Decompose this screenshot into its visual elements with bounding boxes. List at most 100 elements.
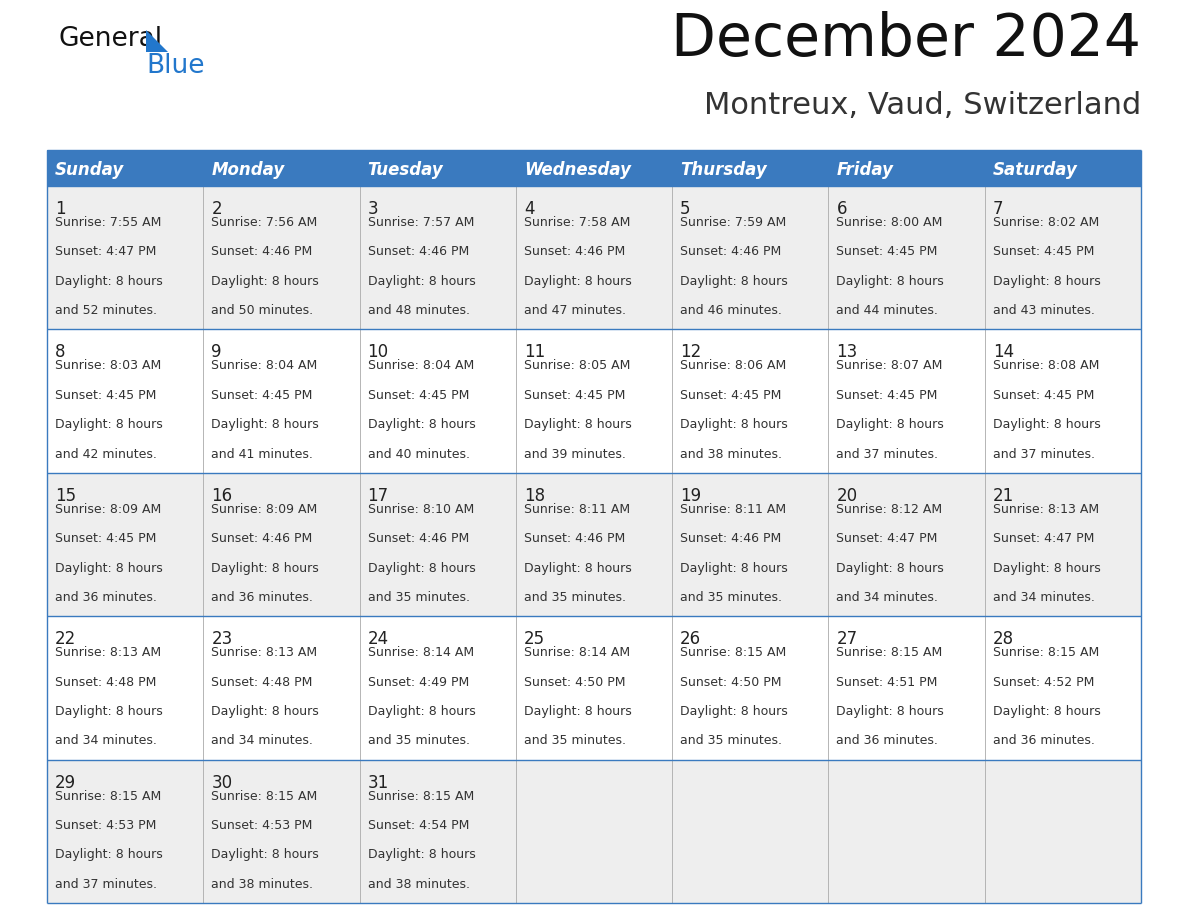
Text: 22: 22	[55, 630, 76, 648]
Text: Daylight: 8 hours: Daylight: 8 hours	[367, 419, 475, 431]
Text: Sunset: 4:45 PM: Sunset: 4:45 PM	[524, 389, 625, 402]
Text: Sunrise: 8:14 AM: Sunrise: 8:14 AM	[367, 646, 474, 659]
Text: and 44 minutes.: and 44 minutes.	[836, 304, 939, 317]
Text: Sunrise: 8:13 AM: Sunrise: 8:13 AM	[55, 646, 162, 659]
Text: Sunrise: 8:08 AM: Sunrise: 8:08 AM	[993, 360, 1099, 373]
Text: and 48 minutes.: and 48 minutes.	[367, 304, 469, 317]
Text: Daylight: 8 hours: Daylight: 8 hours	[836, 562, 944, 575]
Text: Sunrise: 8:15 AM: Sunrise: 8:15 AM	[211, 789, 317, 802]
Text: Daylight: 8 hours: Daylight: 8 hours	[524, 274, 632, 287]
Text: and 36 minutes.: and 36 minutes.	[993, 734, 1094, 747]
Text: Daylight: 8 hours: Daylight: 8 hours	[681, 705, 788, 718]
Text: December 2024: December 2024	[671, 11, 1140, 68]
Text: Daylight: 8 hours: Daylight: 8 hours	[55, 419, 163, 431]
Text: Sunrise: 8:09 AM: Sunrise: 8:09 AM	[55, 503, 162, 516]
Text: 30: 30	[211, 774, 233, 791]
Text: Daylight: 8 hours: Daylight: 8 hours	[211, 848, 320, 861]
Text: and 35 minutes.: and 35 minutes.	[524, 591, 626, 604]
Text: 2: 2	[211, 200, 222, 218]
Text: 12: 12	[681, 343, 701, 362]
Text: Sunset: 4:46 PM: Sunset: 4:46 PM	[681, 245, 782, 258]
Text: Sunset: 4:45 PM: Sunset: 4:45 PM	[55, 389, 157, 402]
Text: Daylight: 8 hours: Daylight: 8 hours	[55, 705, 163, 718]
Polygon shape	[146, 30, 168, 52]
Text: 28: 28	[993, 630, 1013, 648]
Text: and 35 minutes.: and 35 minutes.	[367, 734, 469, 747]
Text: 1: 1	[55, 200, 65, 218]
Text: Sunrise: 8:03 AM: Sunrise: 8:03 AM	[55, 360, 162, 373]
Text: Thursday: Thursday	[681, 161, 767, 179]
Text: Sunrise: 8:05 AM: Sunrise: 8:05 AM	[524, 360, 630, 373]
Text: Monday: Monday	[211, 161, 285, 179]
Text: Daylight: 8 hours: Daylight: 8 hours	[55, 848, 163, 861]
Text: Sunrise: 7:59 AM: Sunrise: 7:59 AM	[681, 216, 786, 229]
Text: 13: 13	[836, 343, 858, 362]
Text: Sunset: 4:45 PM: Sunset: 4:45 PM	[836, 389, 937, 402]
Text: Sunrise: 8:10 AM: Sunrise: 8:10 AM	[367, 503, 474, 516]
Text: and 38 minutes.: and 38 minutes.	[367, 878, 469, 890]
Text: and 36 minutes.: and 36 minutes.	[55, 591, 157, 604]
Text: Blue: Blue	[146, 53, 204, 79]
Text: Sunrise: 8:00 AM: Sunrise: 8:00 AM	[836, 216, 943, 229]
Text: Sunrise: 8:15 AM: Sunrise: 8:15 AM	[836, 646, 943, 659]
Text: Sunrise: 8:13 AM: Sunrise: 8:13 AM	[993, 503, 1099, 516]
Text: Tuesday: Tuesday	[367, 161, 443, 179]
Text: Sunrise: 8:15 AM: Sunrise: 8:15 AM	[367, 789, 474, 802]
Text: and 34 minutes.: and 34 minutes.	[55, 734, 157, 747]
Text: Sunday: Sunday	[55, 161, 125, 179]
Text: and 35 minutes.: and 35 minutes.	[681, 591, 782, 604]
Text: Sunset: 4:45 PM: Sunset: 4:45 PM	[836, 245, 937, 258]
Text: Sunrise: 8:11 AM: Sunrise: 8:11 AM	[524, 503, 630, 516]
Text: Daylight: 8 hours: Daylight: 8 hours	[993, 705, 1100, 718]
Text: 3: 3	[367, 200, 378, 218]
Text: Daylight: 8 hours: Daylight: 8 hours	[55, 274, 163, 287]
Text: 9: 9	[211, 343, 222, 362]
Text: Daylight: 8 hours: Daylight: 8 hours	[836, 274, 944, 287]
Text: 15: 15	[55, 487, 76, 505]
Text: Sunrise: 8:15 AM: Sunrise: 8:15 AM	[681, 646, 786, 659]
Text: Daylight: 8 hours: Daylight: 8 hours	[524, 705, 632, 718]
Text: 24: 24	[367, 630, 388, 648]
Text: Daylight: 8 hours: Daylight: 8 hours	[367, 274, 475, 287]
Text: Sunset: 4:46 PM: Sunset: 4:46 PM	[367, 532, 469, 545]
Text: Daylight: 8 hours: Daylight: 8 hours	[993, 274, 1100, 287]
Text: Sunset: 4:46 PM: Sunset: 4:46 PM	[524, 532, 625, 545]
Text: Daylight: 8 hours: Daylight: 8 hours	[836, 705, 944, 718]
Text: Sunset: 4:51 PM: Sunset: 4:51 PM	[836, 676, 937, 688]
Text: Daylight: 8 hours: Daylight: 8 hours	[211, 562, 320, 575]
Text: 25: 25	[524, 630, 545, 648]
Text: Daylight: 8 hours: Daylight: 8 hours	[211, 705, 320, 718]
Text: and 36 minutes.: and 36 minutes.	[211, 591, 314, 604]
Text: Sunset: 4:47 PM: Sunset: 4:47 PM	[993, 532, 1094, 545]
Text: Daylight: 8 hours: Daylight: 8 hours	[524, 562, 632, 575]
Text: 29: 29	[55, 774, 76, 791]
Text: Sunrise: 8:04 AM: Sunrise: 8:04 AM	[367, 360, 474, 373]
Text: Sunset: 4:48 PM: Sunset: 4:48 PM	[55, 676, 157, 688]
Text: Sunset: 4:45 PM: Sunset: 4:45 PM	[681, 389, 782, 402]
Text: Sunset: 4:50 PM: Sunset: 4:50 PM	[524, 676, 625, 688]
Text: General: General	[58, 26, 162, 52]
Text: Sunrise: 8:02 AM: Sunrise: 8:02 AM	[993, 216, 1099, 229]
Text: Daylight: 8 hours: Daylight: 8 hours	[211, 274, 320, 287]
Text: 18: 18	[524, 487, 545, 505]
Text: Sunset: 4:45 PM: Sunset: 4:45 PM	[367, 389, 469, 402]
Text: 14: 14	[993, 343, 1013, 362]
Text: Sunrise: 8:07 AM: Sunrise: 8:07 AM	[836, 360, 943, 373]
Text: 6: 6	[836, 200, 847, 218]
Text: 10: 10	[367, 343, 388, 362]
Text: Friday: Friday	[836, 161, 893, 179]
Text: and 39 minutes.: and 39 minutes.	[524, 448, 626, 461]
Text: Sunset: 4:45 PM: Sunset: 4:45 PM	[211, 389, 312, 402]
Text: and 34 minutes.: and 34 minutes.	[836, 591, 939, 604]
Text: and 35 minutes.: and 35 minutes.	[367, 591, 469, 604]
Text: Daylight: 8 hours: Daylight: 8 hours	[367, 848, 475, 861]
Text: and 37 minutes.: and 37 minutes.	[993, 448, 1094, 461]
Text: 23: 23	[211, 630, 233, 648]
Text: Sunset: 4:45 PM: Sunset: 4:45 PM	[55, 532, 157, 545]
Text: and 34 minutes.: and 34 minutes.	[993, 591, 1094, 604]
Text: and 46 minutes.: and 46 minutes.	[681, 304, 782, 317]
Text: and 41 minutes.: and 41 minutes.	[211, 448, 314, 461]
Text: and 35 minutes.: and 35 minutes.	[681, 734, 782, 747]
Bar	[48, 186, 1140, 330]
Text: Sunrise: 8:06 AM: Sunrise: 8:06 AM	[681, 360, 786, 373]
